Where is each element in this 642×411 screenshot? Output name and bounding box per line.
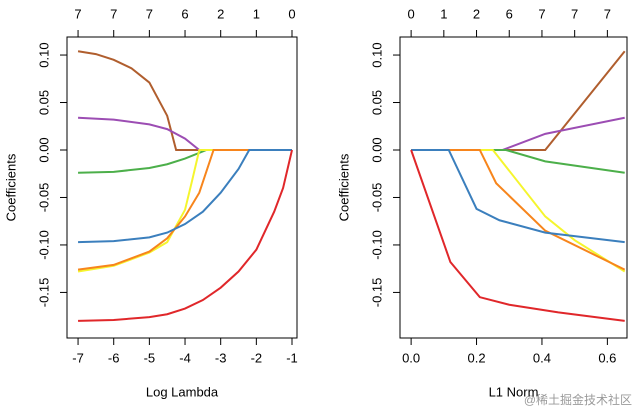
- top-tick-label: 7: [146, 6, 153, 21]
- coefficient-path: [78, 116, 293, 151]
- y-axis-title: Coefficients: [336, 153, 351, 221]
- coefficient-path: [78, 149, 293, 322]
- top-tick-label: 7: [571, 6, 578, 21]
- top-tick-label: 7: [74, 6, 81, 21]
- y-tick-label: 0.05: [369, 90, 384, 115]
- y-axis-title: Coefficients: [3, 153, 18, 221]
- y-tick-label: -0.10: [369, 230, 384, 260]
- y-tick-label: 0.10: [369, 42, 384, 67]
- x-tick-label: -4: [179, 350, 191, 365]
- y-tick-label: 0.00: [369, 137, 384, 162]
- x-tick-label: 0.0: [402, 350, 420, 365]
- coefficient-path: [411, 148, 625, 244]
- x-tick-label: -2: [251, 350, 263, 365]
- x-tick-label: -6: [108, 350, 120, 365]
- y-tick-label: -0.10: [36, 230, 51, 260]
- top-tick-label: 7: [538, 6, 545, 21]
- top-tick-label: 6: [506, 6, 513, 21]
- x-tick-label: 0.4: [533, 350, 551, 365]
- top-tick-label: 2: [473, 6, 480, 21]
- coefficient-path: [411, 148, 626, 271]
- x-tick-label: -1: [286, 350, 298, 365]
- coefficient-path: [410, 149, 625, 322]
- watermark: @稀土掘金技术社区: [524, 392, 632, 407]
- coefficient-path: [78, 148, 293, 174]
- y-tick-label: -0.15: [36, 278, 51, 308]
- x-tick-label: -3: [215, 350, 227, 365]
- coefficient-path: [411, 116, 625, 151]
- x-axis-title: Log Lambda: [146, 384, 219, 399]
- y-tick-label: 0.00: [36, 137, 51, 162]
- coefficient-path: [411, 50, 626, 151]
- top-tick-label: 2: [217, 6, 224, 21]
- y-tick-label: -0.15: [369, 278, 384, 308]
- y-tick-label: 0.05: [36, 90, 51, 115]
- top-tick-label: 0: [408, 6, 415, 21]
- top-tick-label: 7: [110, 6, 117, 21]
- x-axis-title: L1 Norm: [489, 384, 539, 399]
- x-tick-label: 0.2: [467, 350, 485, 365]
- x-tick-label: -5: [144, 350, 156, 365]
- coefficient-path: [411, 148, 625, 174]
- x-tick-label: 0.6: [598, 350, 616, 365]
- y-tick-label: -0.05: [36, 183, 51, 213]
- coefficient-path: [78, 148, 293, 244]
- coefficient-path: [77, 50, 293, 151]
- top-tick-label: 6: [181, 6, 188, 21]
- x-tick-label: -7: [72, 350, 84, 365]
- y-tick-label: -0.05: [369, 183, 384, 213]
- y-tick-label: 0.10: [36, 42, 51, 67]
- coefficient-path: [77, 148, 293, 273]
- top-tick-label: 7: [604, 6, 611, 21]
- top-tick-label: 1: [253, 6, 260, 21]
- top-tick-label: 1: [440, 6, 447, 21]
- plot-box: [399, 36, 628, 339]
- top-tick-label: 0: [288, 6, 295, 21]
- plot-box: [66, 36, 298, 339]
